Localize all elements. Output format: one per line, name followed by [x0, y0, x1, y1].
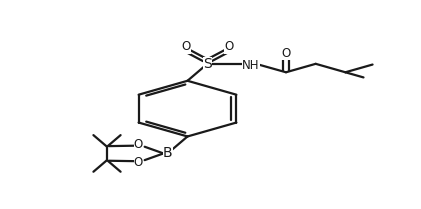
Text: O: O — [134, 156, 143, 169]
Text: O: O — [281, 47, 290, 60]
Text: O: O — [181, 40, 190, 54]
Text: B: B — [163, 147, 173, 161]
Text: NH: NH — [242, 59, 260, 71]
Text: O: O — [224, 40, 234, 54]
Text: O: O — [134, 138, 143, 151]
Text: S: S — [203, 57, 212, 71]
